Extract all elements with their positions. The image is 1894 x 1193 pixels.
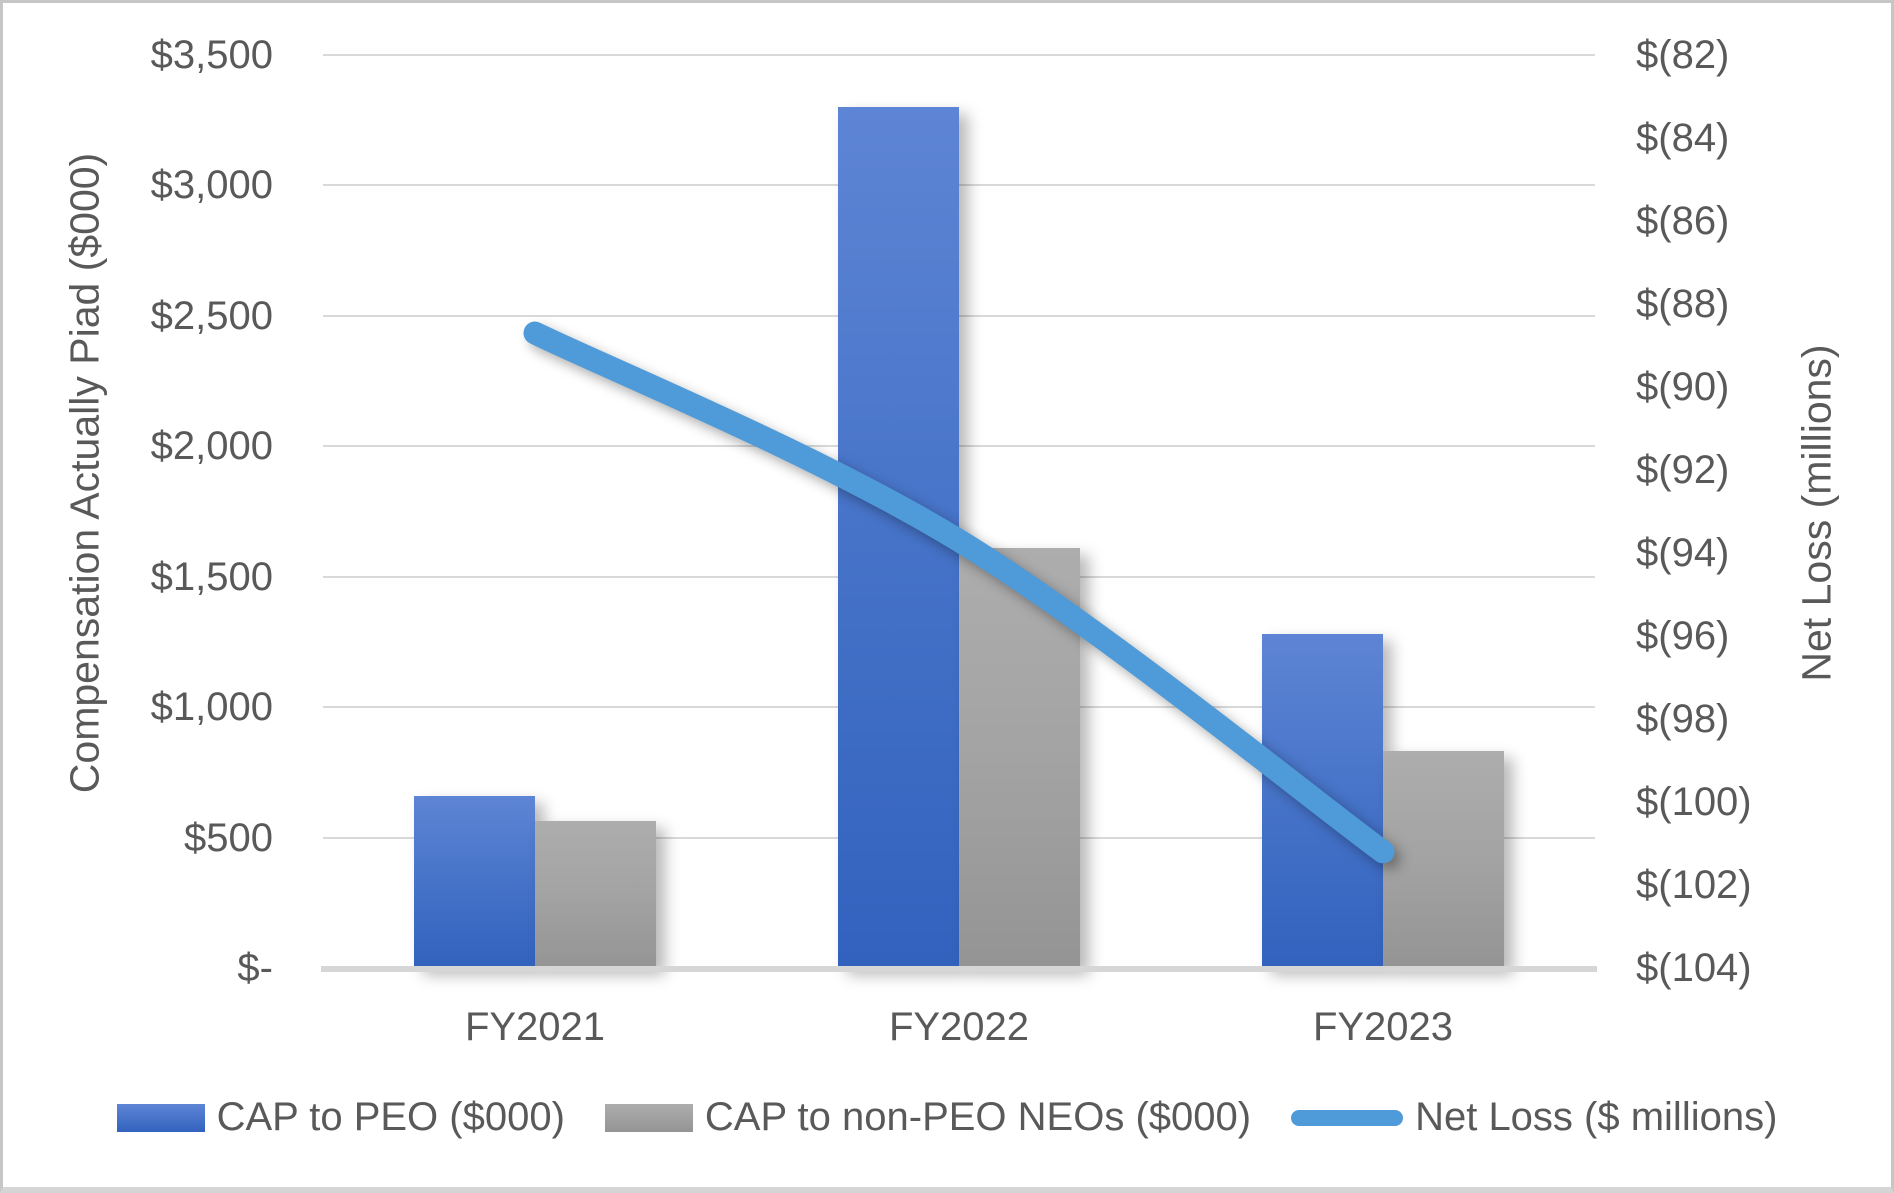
left-axis-tick-label: $3,000 [150,163,273,208]
bar-cap-to-peo [1262,634,1383,968]
bar-cap-to-non-peo-neos [959,548,1080,968]
legend: CAP to PEO ($000) CAP to non-PEO NEOs ($… [3,1095,1891,1140]
legend-swatch-net-loss-line [1291,1109,1404,1126]
legend-swatch-cap-to-peo [116,1103,205,1132]
left-axis-tick-label: $3,500 [150,33,273,77]
right-axis-tick-label: $(84) [1636,116,1730,160]
legend-label-cap-to-peo: CAP to PEO ($000) [216,1095,565,1139]
right-axis-tick-label: $(96) [1636,614,1730,658]
right-axis-tick-label: $(94) [1636,531,1730,575]
left-axis-tick-label: $- [237,946,273,990]
gridline [323,54,1595,56]
gridline [323,314,1595,317]
bar-cap-to-non-peo-neos [1383,751,1504,968]
legend-item-net-loss: Net Loss ($ millions) [1291,1095,1777,1140]
bar-cap-to-peo [838,107,959,968]
category-label: FY2021 [464,1005,606,1049]
plot-area [321,54,1597,972]
right-axis-title: Net Loss (millions) [1793,344,1840,682]
left-axis-tick-label: $2,000 [150,424,273,469]
legend-item-cap-to-non-peo-neos: CAP to non-PEO NEOs ($000) [604,1095,1252,1140]
right-axis-tick-label: $(92) [1636,448,1730,492]
left-axis-tick-label: $1,000 [150,685,273,730]
right-axis-tick-label: $(102) [1636,863,1752,907]
bar-cap-to-peo [414,795,535,968]
right-axis-tick-label: $(100) [1636,780,1752,824]
category-label: FY2023 [1312,1005,1454,1049]
right-axis-tick-label: $(88) [1636,282,1730,326]
right-axis-tick-label: $(98) [1636,697,1730,741]
legend-swatch-cap-to-non-peo-neos [604,1103,693,1132]
gridline [323,445,1595,448]
bar-cap-to-non-peo-neos [535,820,656,968]
legend-label-net-loss: Net Loss ($ millions) [1415,1095,1778,1139]
right-axis-tick-label: $(86) [1636,199,1730,243]
right-axis-tick-label: $(104) [1636,946,1752,990]
category-axis-line [321,966,1597,972]
left-axis-tick-label: $1,500 [150,554,273,599]
legend-item-cap-to-peo: CAP to PEO ($000) [116,1095,565,1140]
right-axis-tick-label: $(82) [1636,33,1730,77]
left-axis-tick-label: $2,500 [150,293,273,338]
left-axis-tick-label: $500 [184,815,273,860]
right-axis-tick-label: $(90) [1636,365,1730,409]
gridline [323,184,1595,187]
category-label: FY2022 [888,1005,1030,1049]
legend-label-cap-to-non-peo-neos: CAP to non-PEO NEOs ($000) [704,1095,1252,1139]
